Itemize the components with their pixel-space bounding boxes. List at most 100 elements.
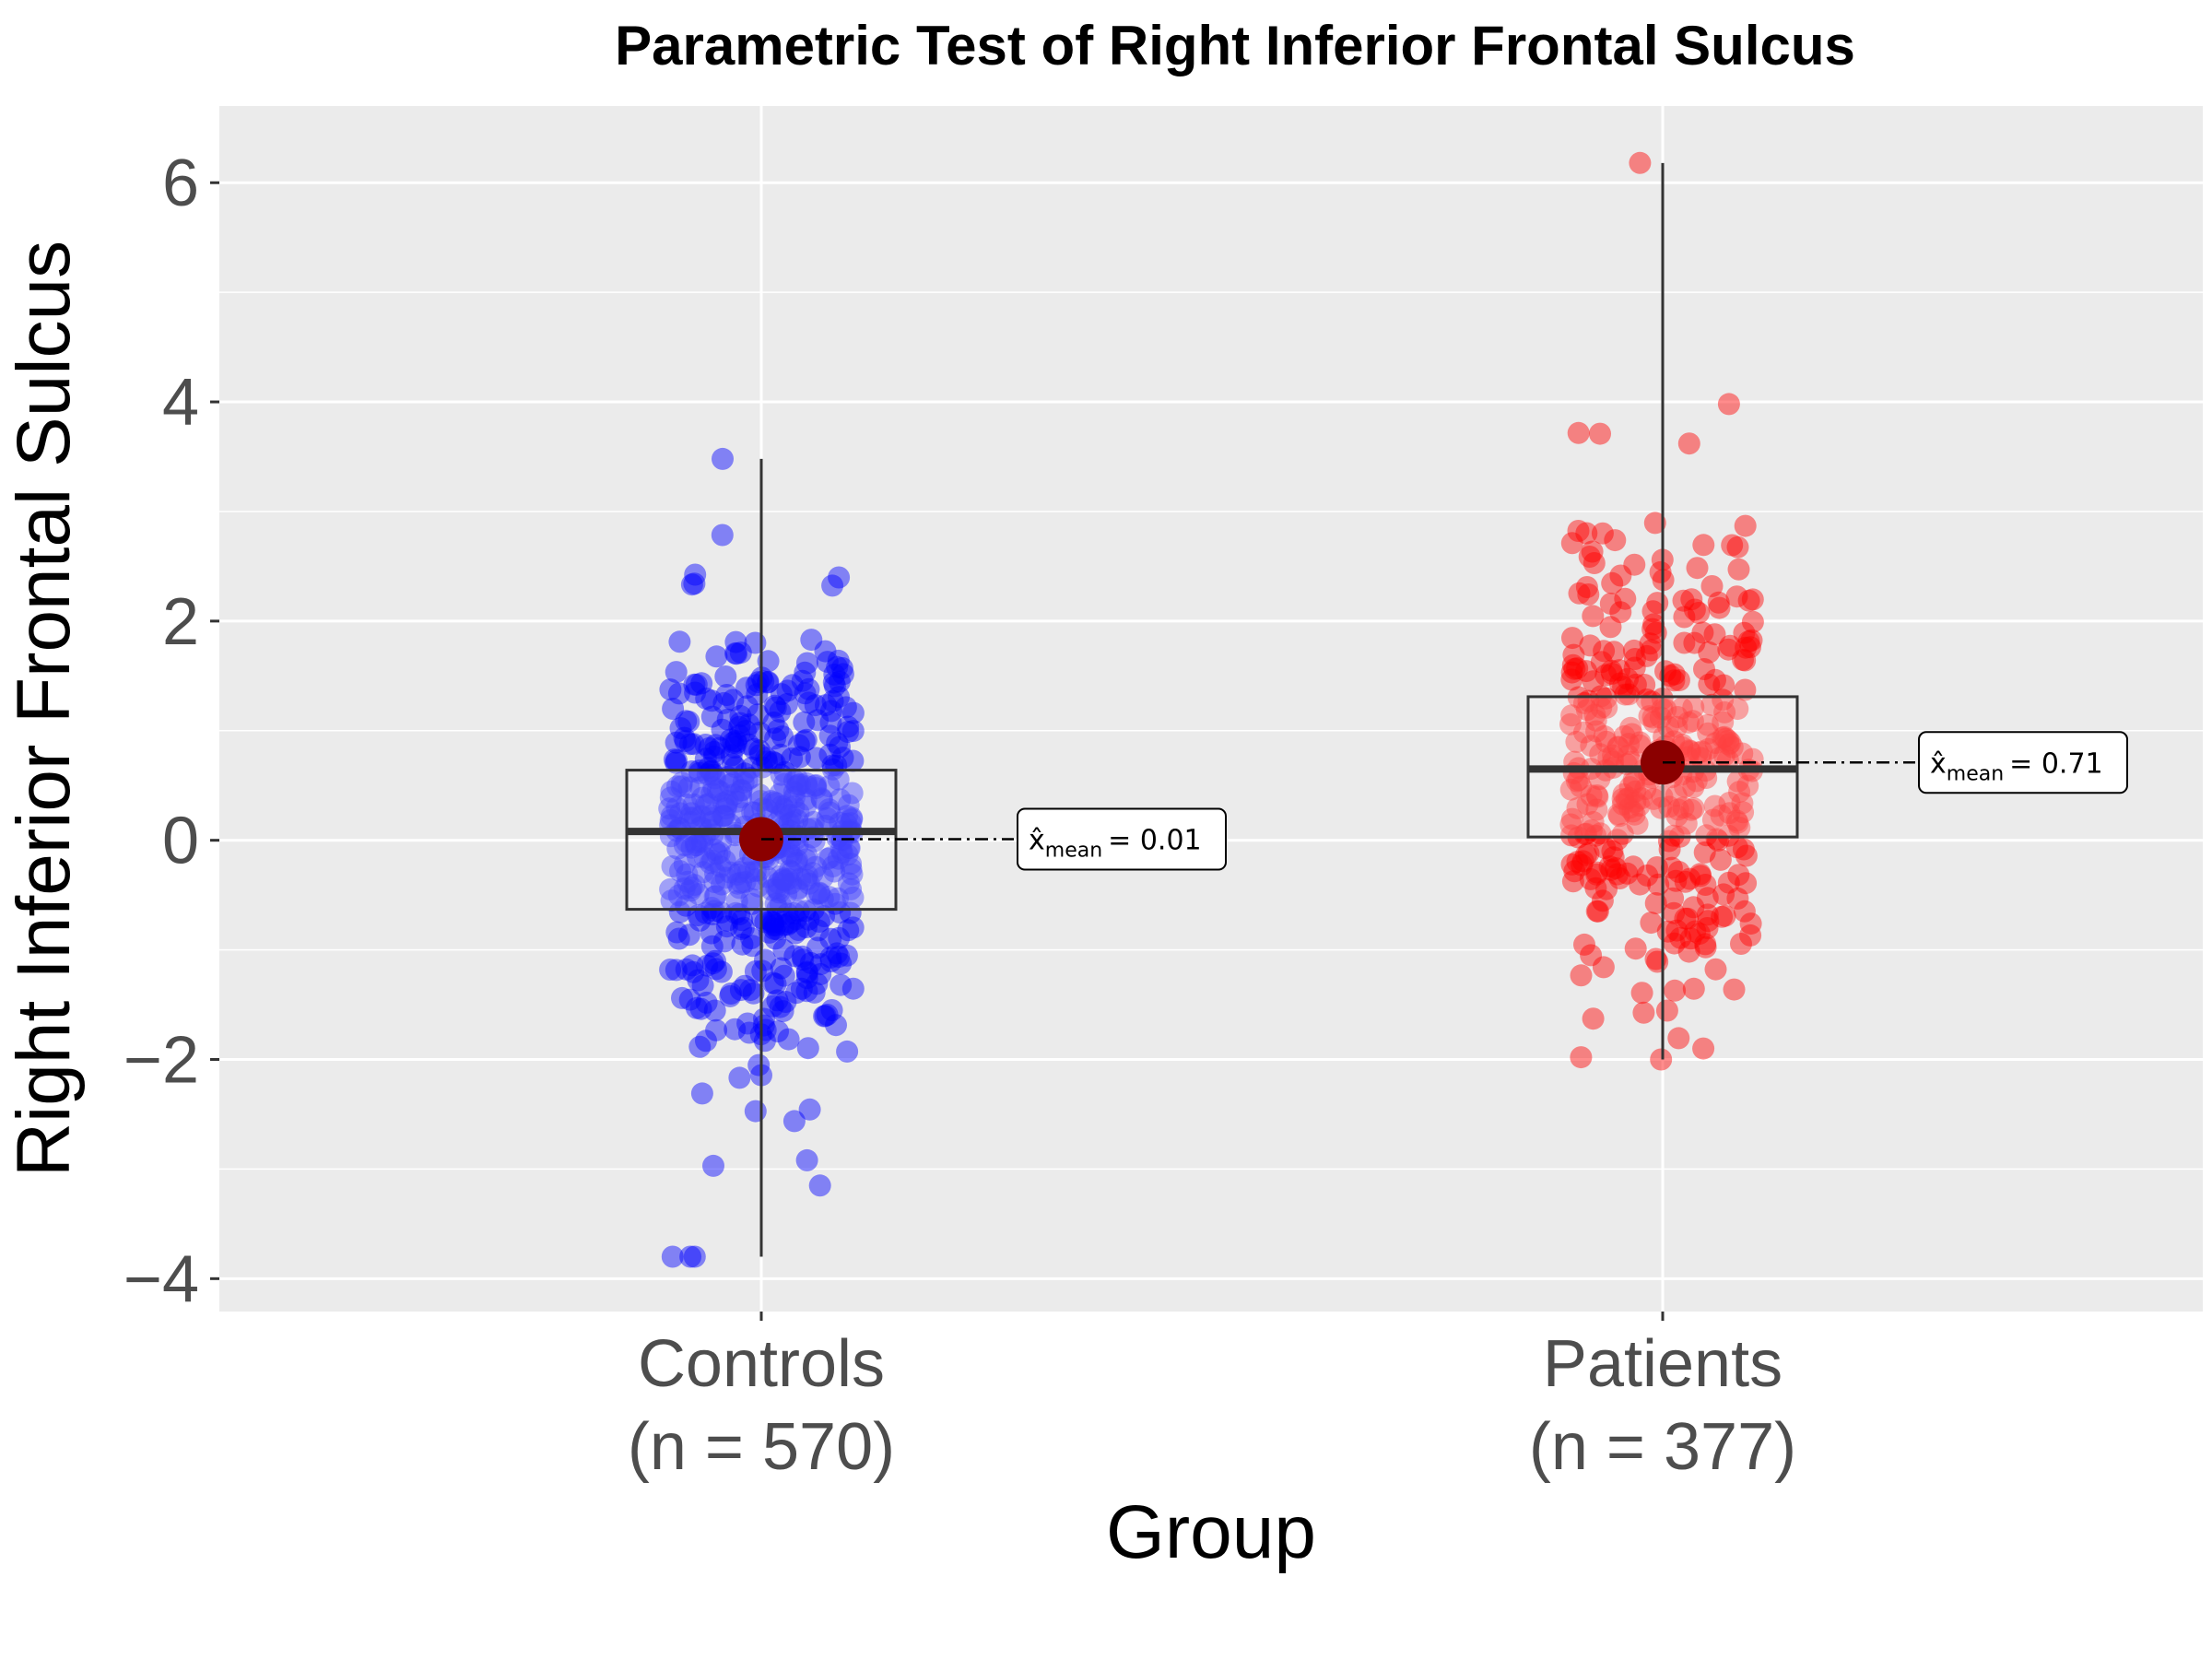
data-point	[778, 835, 801, 858]
data-point	[687, 883, 710, 905]
data-point	[795, 652, 818, 675]
data-point	[818, 724, 841, 747]
data-point	[768, 881, 791, 904]
data-point	[1575, 522, 1598, 545]
data-point	[1601, 840, 1624, 863]
data-point	[761, 994, 784, 1018]
data-point	[808, 882, 830, 905]
data-point	[1641, 600, 1665, 623]
data-point	[700, 922, 723, 945]
data-point	[1677, 711, 1700, 734]
data-point	[663, 748, 686, 771]
data-point	[681, 954, 704, 977]
data-point	[1677, 940, 1700, 963]
mean-label-symbol: x̂	[1930, 747, 1947, 780]
data-point	[811, 865, 834, 888]
data-point	[1740, 629, 1763, 652]
data-point	[730, 918, 752, 940]
data-point	[1617, 744, 1640, 767]
data-point	[1566, 770, 1588, 793]
data-point	[1566, 657, 1589, 680]
data-point	[1723, 978, 1746, 1001]
data-point	[1712, 744, 1735, 767]
data-point	[702, 1154, 724, 1177]
data-point	[1560, 668, 1583, 691]
data-point	[688, 761, 712, 784]
data-point	[795, 868, 818, 891]
data-point	[737, 713, 760, 736]
data-point	[744, 1100, 767, 1123]
data-point	[680, 877, 703, 899]
data-point	[1585, 720, 1608, 743]
data-point	[700, 897, 724, 919]
data-point	[1680, 798, 1703, 821]
data-point	[684, 563, 707, 586]
data-point	[1590, 696, 1613, 719]
data-point	[1575, 660, 1598, 683]
data-point	[1700, 575, 1724, 597]
data-point	[838, 836, 860, 859]
data-point	[725, 889, 748, 912]
data-point	[806, 919, 830, 942]
data-point	[1712, 711, 1735, 734]
data-point	[788, 746, 811, 769]
data-point	[730, 786, 753, 808]
data-point	[1561, 653, 1584, 677]
data-point	[795, 960, 818, 983]
data-point	[795, 1148, 818, 1171]
data-point	[792, 948, 815, 971]
data-point	[1585, 798, 1608, 821]
data-point	[783, 945, 806, 968]
data-point	[667, 927, 690, 950]
data-point	[773, 760, 796, 783]
data-point	[1642, 787, 1665, 810]
data-point	[1734, 514, 1757, 537]
data-point	[1585, 784, 1608, 806]
chart-title: Parametric Test of Right Inferior Fronta…	[615, 15, 1855, 76]
data-point	[1567, 520, 1590, 542]
data-point	[1733, 900, 1756, 923]
data-point	[828, 926, 851, 949]
data-point	[1582, 1007, 1605, 1030]
data-point	[790, 977, 813, 1000]
data-point	[778, 842, 801, 865]
data-point	[1718, 802, 1741, 825]
data-point	[1665, 805, 1688, 828]
data-point	[809, 963, 832, 985]
data-point	[1717, 733, 1740, 756]
data-point	[836, 1040, 859, 1063]
data-point	[1663, 669, 1686, 692]
data-point	[675, 894, 698, 917]
data-point	[1612, 676, 1635, 699]
data-point	[794, 728, 818, 751]
data-point	[1727, 864, 1750, 887]
data-point	[660, 889, 683, 912]
data-point	[813, 1005, 836, 1028]
data-point	[729, 979, 752, 1002]
data-point	[726, 872, 749, 895]
data-point	[695, 1030, 717, 1053]
data-point	[1589, 422, 1611, 445]
data-point	[1717, 393, 1740, 416]
data-point	[1711, 905, 1734, 928]
data-point	[1692, 1037, 1715, 1060]
data-point	[795, 916, 818, 939]
data-point	[1739, 636, 1761, 659]
data-point	[659, 678, 682, 701]
data-point	[839, 901, 862, 924]
data-point	[841, 863, 864, 886]
data-point	[1609, 601, 1632, 624]
data-point	[827, 887, 849, 910]
data-point	[828, 566, 851, 589]
data-point	[703, 999, 726, 1022]
data-point	[675, 830, 698, 853]
data-point	[696, 954, 719, 977]
data-point	[803, 981, 826, 1004]
data-point	[794, 788, 818, 811]
data-point	[763, 917, 785, 940]
data-point	[840, 853, 863, 876]
data-point	[1670, 697, 1693, 720]
data-point	[795, 771, 818, 794]
data-point	[716, 790, 739, 812]
data-point	[783, 922, 806, 945]
